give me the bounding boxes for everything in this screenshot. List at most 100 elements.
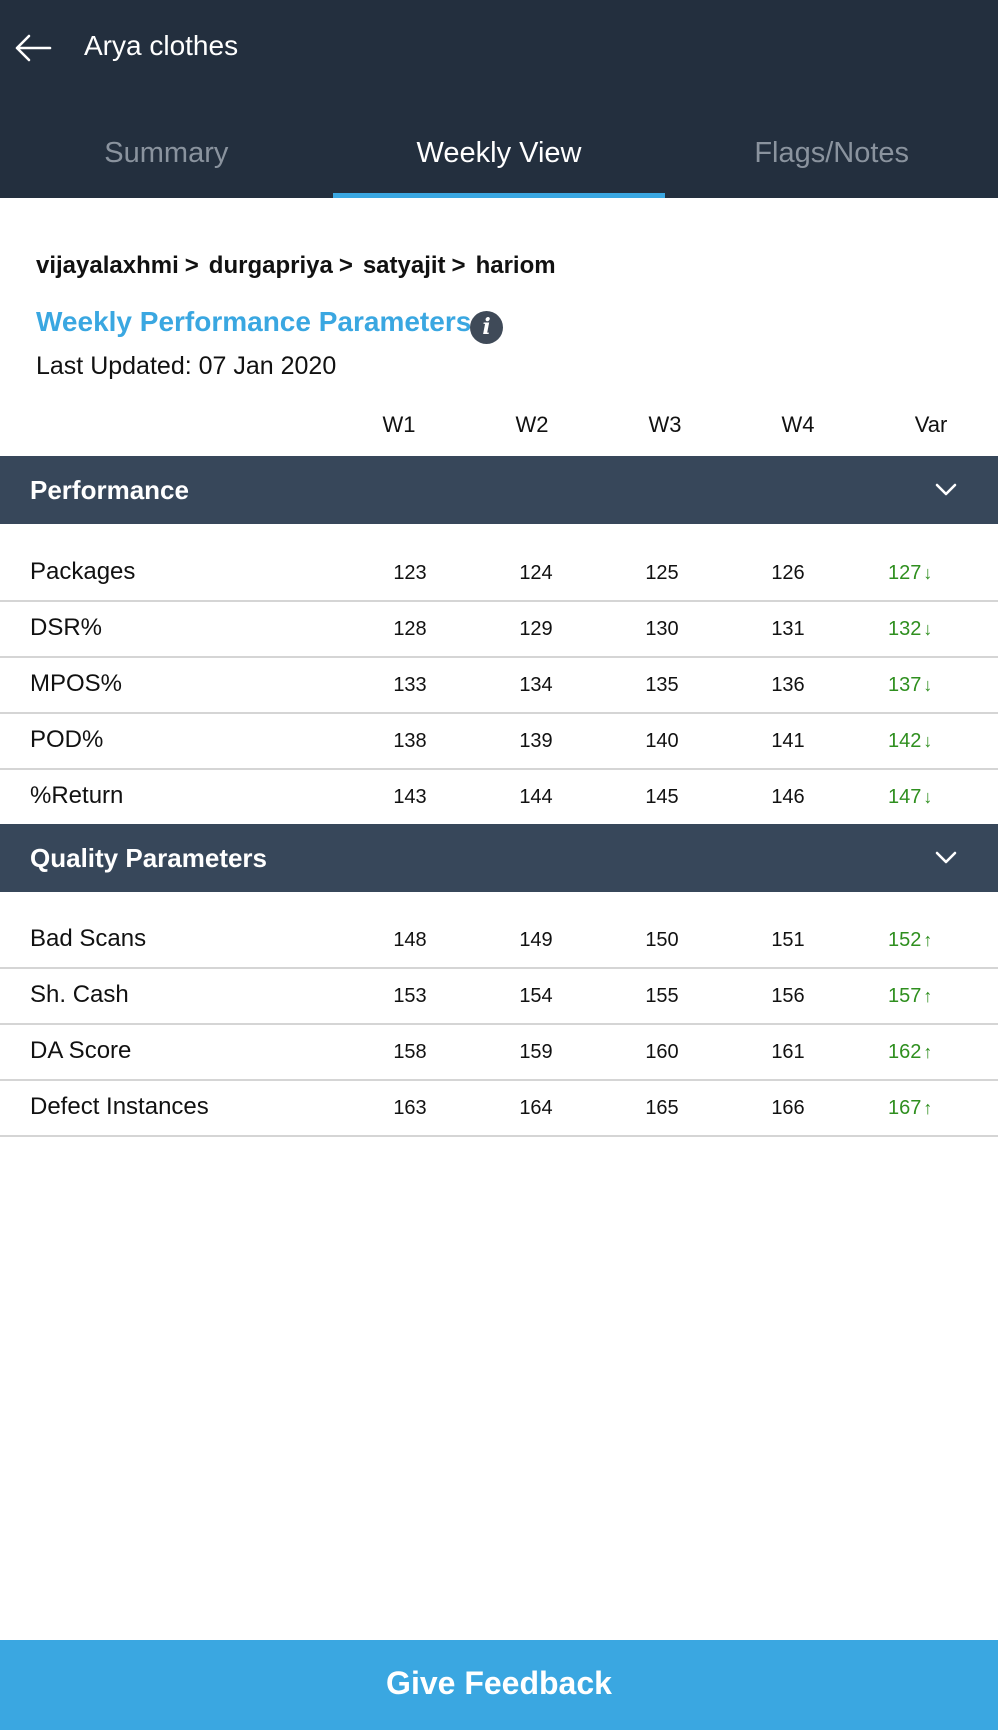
table-cell-var: 127 ↓ — [888, 562, 932, 585]
variance-value: 147 — [888, 786, 922, 808]
table-row: Defect Instances 163 164 165 166 167 ↑ — [0, 1079, 998, 1137]
table-cell-w3: 160 — [645, 1041, 679, 1063]
column-header-w3: W3 — [648, 412, 682, 437]
column-header-w2: W2 — [515, 412, 549, 437]
row-label: DSR% — [30, 614, 103, 641]
section-title: Weekly Performance Parameters — [36, 306, 472, 337]
page-title: Arya clothes — [84, 30, 239, 61]
table-row: Bad Scans 148 149 150 151 152 ↑ — [0, 911, 998, 969]
table-cell-var: 162 ↑ — [888, 1041, 932, 1064]
table-cell-w2: 149 — [519, 929, 553, 951]
tab-bar: Summary Weekly View Flags/Notes — [0, 120, 998, 198]
table-cell-w3: 140 — [645, 730, 679, 752]
table-cell-w2: 129 — [519, 618, 553, 640]
table-cell-w2: 159 — [519, 1041, 553, 1063]
row-label: Bad Scans — [30, 925, 147, 952]
row-label: MPOS% — [30, 670, 123, 697]
table-cell-w3: 135 — [645, 674, 679, 696]
table-cell-w1: 143 — [393, 786, 427, 808]
table-cell-w4: 131 — [771, 618, 805, 640]
table-cell-w4: 136 — [771, 674, 805, 696]
table-cell-var: 167 ↑ — [888, 1097, 932, 1120]
table-cell-w3: 145 — [645, 786, 679, 808]
row-label: Defect Instances — [30, 1093, 209, 1120]
back-arrow-icon — [15, 34, 52, 62]
table-cell-w4: 166 — [771, 1097, 805, 1119]
table-cell-w2: 134 — [519, 674, 553, 696]
table-cell-w2: 139 — [519, 730, 553, 752]
table-row: Sh. Cash 153 154 155 156 157 ↑ — [0, 967, 998, 1025]
column-header-var: Var — [914, 412, 948, 437]
table-cell-w2: 124 — [519, 562, 553, 584]
group-title: Quality Parameters — [30, 843, 268, 873]
table-row: POD% 138 139 140 141 142 ↓ — [0, 712, 998, 770]
table-cell-w3: 165 — [645, 1097, 679, 1119]
arrow-up-icon: ↑ — [923, 986, 933, 1006]
variance-value: 137 — [888, 674, 922, 696]
breadcrumb-separator: > — [451, 252, 466, 279]
table-cell-w3: 150 — [645, 929, 679, 951]
table-cell-w4: 141 — [771, 730, 805, 752]
table-cell-w3: 125 — [645, 562, 679, 584]
table-cell-w4: 156 — [771, 985, 805, 1007]
table-row: Packages 123 124 125 126 127 ↓ — [0, 544, 998, 602]
table-cell-var: 142 ↓ — [888, 730, 932, 753]
table-row: DSR% 128 129 130 131 132 ↓ — [0, 600, 998, 658]
info-icon[interactable]: i — [470, 311, 503, 344]
arrow-down-icon: ↓ — [923, 619, 933, 639]
row-label: DA Score — [30, 1037, 132, 1064]
chevron-down-icon — [935, 483, 957, 496]
variance-value: 157 — [888, 985, 922, 1007]
table-cell-w1: 148 — [393, 929, 427, 951]
variance-value: 127 — [888, 562, 922, 584]
group-header-quality-parameters[interactable]: Quality Parameters — [0, 824, 998, 892]
variance-value: 162 — [888, 1041, 922, 1063]
variance-value: 132 — [888, 618, 922, 640]
tab-flags-notes[interactable]: Flags/Notes — [754, 137, 910, 169]
group-title: Performance — [30, 475, 189, 505]
arrow-down-icon: ↓ — [923, 787, 933, 807]
table-cell-w1: 163 — [393, 1097, 427, 1119]
column-headers: W1 W2 W3 W4 Var — [0, 404, 998, 448]
table-cell-var: 157 ↑ — [888, 985, 932, 1008]
row-label: Packages — [30, 558, 136, 585]
variance-value: 142 — [888, 730, 922, 752]
table-cell-w2: 164 — [519, 1097, 553, 1119]
arrow-up-icon: ↑ — [923, 930, 933, 950]
breadcrumb-item[interactable]: satyajit — [362, 252, 446, 279]
table-cell-w1: 128 — [393, 618, 427, 640]
table-cell-w4: 161 — [771, 1041, 805, 1063]
arrow-down-icon: ↓ — [923, 731, 933, 751]
table-row: %Return 143 144 145 146 147 ↓ — [0, 768, 998, 826]
table-cell-var: 137 ↓ — [888, 674, 932, 697]
table-cell-w4: 146 — [771, 786, 805, 808]
table-cell-w3: 130 — [645, 618, 679, 640]
row-label: Sh. Cash — [30, 981, 129, 1008]
table-cell-w1: 123 — [393, 562, 427, 584]
table-cell-var: 152 ↑ — [888, 929, 932, 952]
table-cell-var: 132 ↓ — [888, 618, 932, 641]
give-feedback-button[interactable]: Give Feedback — [0, 1640, 998, 1730]
table-row: DA Score 158 159 160 161 162 ↑ — [0, 1023, 998, 1081]
variance-value: 167 — [888, 1097, 922, 1119]
chevron-down-icon — [935, 851, 957, 864]
tab-summary[interactable]: Summary — [104, 137, 229, 169]
table-row: MPOS% 133 134 135 136 137 ↓ — [0, 656, 998, 714]
table-cell-w1: 138 — [393, 730, 427, 752]
tab-weekly-view[interactable]: Weekly View — [332, 120, 666, 198]
table-cell-w1: 158 — [393, 1041, 427, 1063]
table-cell-var: 147 ↓ — [888, 786, 932, 809]
last-updated-text: Last Updated: 07 Jan 2020 — [36, 352, 337, 380]
app-bar: Arya clothes Summary Weekly View Flags/N… — [0, 0, 998, 198]
table-cell-w2: 144 — [519, 786, 553, 808]
row-label: POD% — [30, 726, 104, 753]
table-cell-w3: 155 — [645, 985, 679, 1007]
breadcrumb-item[interactable]: vijayalaxhmi — [36, 252, 179, 279]
back-button[interactable] — [8, 20, 58, 76]
group-header-performance[interactable]: Performance — [0, 456, 998, 524]
breadcrumb-separator: > — [338, 252, 353, 279]
breadcrumb-item[interactable]: hariom — [475, 252, 556, 279]
table-cell-w4: 126 — [771, 562, 805, 584]
breadcrumb-item[interactable]: durgapriya — [208, 252, 333, 279]
table-cell-w1: 133 — [393, 674, 427, 696]
